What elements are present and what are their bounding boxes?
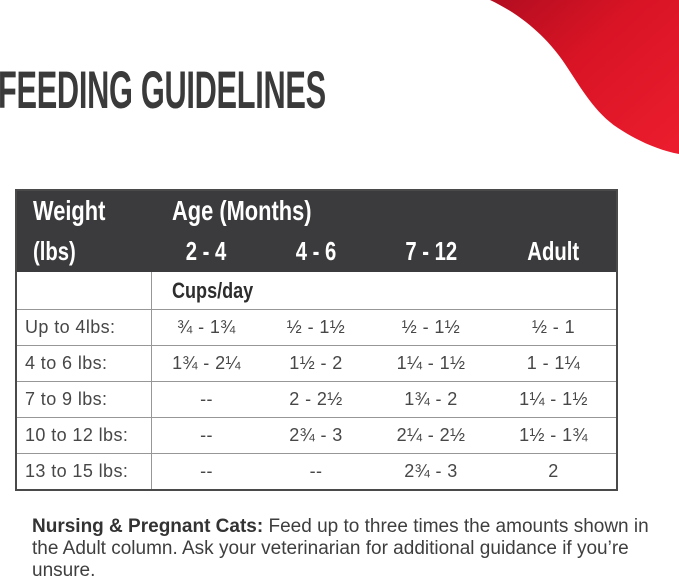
units-label-cell: Cups/day xyxy=(172,277,254,303)
cell-value: 1¼ - 1½ xyxy=(371,345,491,381)
cups-row-empty-cell xyxy=(17,272,152,309)
row-weight-label: 4 to 6 lbs: xyxy=(17,345,152,381)
cell-value: ½ - 1 xyxy=(491,309,616,345)
cell-value: 1¼ - 1½ xyxy=(491,381,616,417)
cell-value: ½ - 1½ xyxy=(261,309,371,345)
nursing-pregnant-note: Nursing & Pregnant Cats: Feed up to thre… xyxy=(32,516,649,582)
cell-value: ½ - 1½ xyxy=(371,309,491,345)
cell-value: 1¾ - 2 xyxy=(371,381,491,417)
cell-value: 1 - 1¼ xyxy=(491,345,616,381)
header-weight: Weight xyxy=(33,195,106,227)
cell-value: 2¼ - 2½ xyxy=(371,417,491,453)
header-age-months: Age (Months) xyxy=(172,195,312,227)
header-col-7-12: 7 - 12 xyxy=(405,236,457,267)
cell-value: 1¾ - 2¼ xyxy=(152,345,261,381)
red-swoosh-decoration xyxy=(490,0,679,154)
row-weight-label: 7 to 9 lbs: xyxy=(17,381,152,417)
row-weight-label: Up to 4lbs: xyxy=(17,309,152,345)
cell-value: 1½ - 2 xyxy=(261,345,371,381)
note-body: Feed up to three times the amounts shown… xyxy=(32,516,649,581)
cell-value: ¾ - 1¾ xyxy=(152,309,261,345)
row-weight-label: 10 to 12 lbs: xyxy=(17,417,152,453)
row-weight-label: 13 to 15 lbs: xyxy=(17,453,152,489)
page-title: FEEDING GUIDELINES xyxy=(0,61,326,120)
feeding-table: Weight (lbs) Age (Months) 2 - 4 4 - 6 7 … xyxy=(15,189,618,491)
note-bold-lead: Nursing & Pregnant Cats: xyxy=(32,516,264,537)
header-weight-units: (lbs) xyxy=(33,236,76,267)
cell-value: 2 - 2½ xyxy=(261,381,371,417)
cell-value: -- xyxy=(261,453,371,489)
cell-value: -- xyxy=(152,417,261,453)
cell-value: -- xyxy=(152,381,261,417)
header-col-4-6: 4 - 6 xyxy=(295,236,337,267)
cell-value: 1½ - 1¾ xyxy=(491,417,616,453)
cell-value: -- xyxy=(152,453,261,489)
table-header: Weight (lbs) Age (Months) 2 - 4 4 - 6 7 … xyxy=(17,191,616,272)
header-col-adult: Adult xyxy=(527,236,580,267)
cell-value: 2¾ - 3 xyxy=(261,417,371,453)
cell-value: 2¾ - 3 xyxy=(371,453,491,489)
header-col-2-4: 2 - 4 xyxy=(186,236,227,267)
cell-value: 2 xyxy=(491,453,616,489)
